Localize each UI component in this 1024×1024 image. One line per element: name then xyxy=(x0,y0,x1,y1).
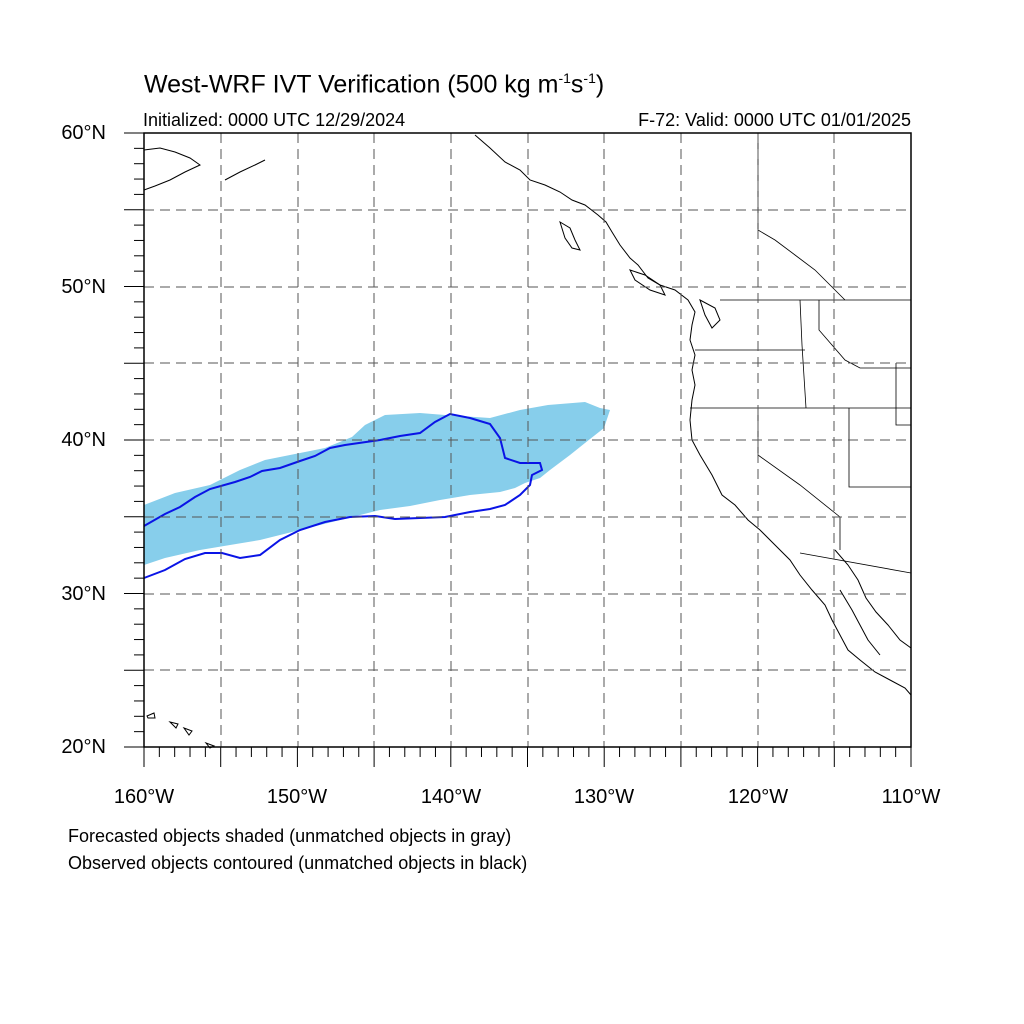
map-title: West-WRF IVT Verification (500 kg m-1s-1… xyxy=(144,70,605,99)
coastline-north-america xyxy=(474,134,912,696)
hawaii-islands xyxy=(146,712,216,749)
sea-islands-bc xyxy=(559,220,721,329)
coastline-gulf-california xyxy=(834,549,912,656)
lon-label-150w: 150°W xyxy=(266,786,328,808)
lat-label-60: 60°N xyxy=(61,122,106,144)
lon-label-120w: 120°W xyxy=(727,786,789,808)
state-boundaries xyxy=(690,135,912,574)
lon-label-160w: 160°W xyxy=(113,786,175,808)
coastline-alaska xyxy=(143,147,266,191)
graticule xyxy=(144,133,911,747)
valid-time-label: F-72: Valid: 0000 UTC 01/01/2025 xyxy=(638,110,911,130)
lat-label-20: 20°N xyxy=(61,736,106,758)
lat-label-30: 30°N xyxy=(61,583,106,605)
lon-label-140w: 140°W xyxy=(420,786,482,808)
footer-note-observed: Observed objects contoured (unmatched ob… xyxy=(68,853,528,873)
lon-label-110w: 110°W xyxy=(881,786,941,808)
lon-label-130w: 130°W xyxy=(573,786,635,808)
lat-label-40: 40°N xyxy=(61,429,106,451)
observed-object-contour xyxy=(143,412,544,579)
lat-label-50: 50°N xyxy=(61,276,106,298)
tick-marks xyxy=(124,132,912,767)
footer-note-forecast: Forecasted objects shaded (unmatched obj… xyxy=(68,826,512,846)
forecast-object xyxy=(144,402,610,565)
initialized-label: Initialized: 0000 UTC 12/29/2024 xyxy=(143,110,406,130)
